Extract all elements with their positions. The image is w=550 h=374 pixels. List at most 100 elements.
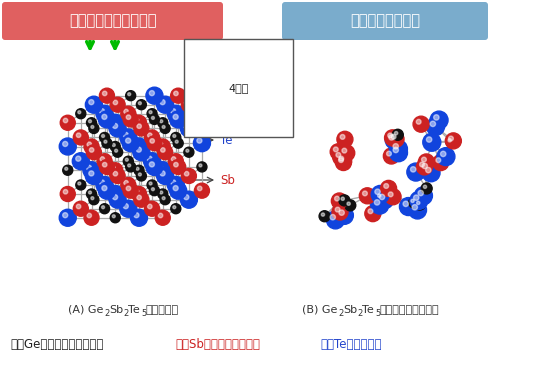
Circle shape	[89, 99, 94, 105]
Circle shape	[150, 186, 160, 196]
Circle shape	[130, 209, 147, 226]
Circle shape	[379, 194, 384, 200]
Text: 2: 2	[104, 309, 109, 318]
Circle shape	[135, 118, 139, 123]
Circle shape	[419, 160, 437, 178]
Circle shape	[330, 214, 336, 220]
Circle shape	[104, 140, 107, 143]
Text: 記録相の原子配列: 記録相の原子配列	[350, 13, 420, 28]
Circle shape	[160, 123, 170, 134]
Circle shape	[410, 167, 416, 172]
Circle shape	[336, 153, 341, 157]
Circle shape	[321, 213, 324, 216]
Text: 黒：Ge（ゲルマニウム）、: 黒：Ge（ゲルマニウム）、	[10, 338, 103, 352]
Circle shape	[167, 105, 184, 122]
Circle shape	[145, 201, 160, 216]
Circle shape	[151, 188, 155, 191]
Circle shape	[339, 145, 355, 161]
Circle shape	[339, 210, 344, 215]
Circle shape	[199, 93, 202, 96]
Circle shape	[158, 142, 163, 147]
Circle shape	[96, 105, 113, 122]
Circle shape	[437, 148, 455, 166]
Circle shape	[102, 186, 107, 191]
Circle shape	[385, 189, 401, 205]
Circle shape	[60, 187, 75, 202]
Circle shape	[147, 136, 162, 151]
Circle shape	[430, 111, 448, 129]
Circle shape	[394, 132, 398, 135]
Circle shape	[160, 120, 163, 123]
Circle shape	[100, 88, 114, 103]
Circle shape	[125, 158, 128, 161]
Text: 2: 2	[123, 309, 128, 318]
Circle shape	[197, 138, 202, 143]
Circle shape	[162, 125, 165, 128]
Circle shape	[416, 119, 421, 124]
Circle shape	[160, 99, 165, 105]
Circle shape	[76, 204, 81, 209]
Circle shape	[136, 167, 139, 170]
Circle shape	[446, 137, 457, 147]
Circle shape	[123, 132, 128, 138]
Circle shape	[89, 171, 94, 176]
Circle shape	[137, 195, 141, 200]
Circle shape	[89, 123, 99, 134]
Circle shape	[78, 182, 81, 185]
Circle shape	[389, 140, 408, 158]
Circle shape	[120, 200, 137, 217]
Circle shape	[150, 91, 155, 96]
Circle shape	[365, 206, 381, 222]
Circle shape	[76, 109, 86, 119]
Text: のアモルファス構造: のアモルファス構造	[380, 305, 439, 315]
Circle shape	[327, 211, 344, 229]
Circle shape	[433, 154, 449, 171]
Circle shape	[147, 109, 157, 119]
Circle shape	[158, 213, 163, 218]
Circle shape	[371, 186, 389, 203]
Circle shape	[158, 145, 173, 160]
Text: Sb: Sb	[343, 305, 357, 315]
Circle shape	[151, 116, 155, 119]
Circle shape	[100, 108, 104, 114]
Circle shape	[102, 91, 107, 96]
Circle shape	[109, 120, 126, 137]
Circle shape	[383, 148, 399, 164]
Circle shape	[134, 165, 144, 175]
Circle shape	[135, 190, 139, 194]
Circle shape	[388, 192, 393, 197]
Circle shape	[160, 171, 165, 176]
Circle shape	[150, 162, 155, 167]
Circle shape	[100, 157, 104, 161]
Text: (A) Ge: (A) Ge	[68, 305, 103, 315]
Circle shape	[337, 131, 353, 147]
Text: Te: Te	[128, 305, 140, 315]
Circle shape	[336, 153, 351, 169]
Circle shape	[184, 147, 194, 157]
Circle shape	[160, 191, 163, 194]
Circle shape	[125, 138, 131, 143]
Circle shape	[197, 115, 202, 119]
Circle shape	[60, 115, 75, 130]
Circle shape	[110, 189, 115, 194]
Circle shape	[102, 206, 104, 209]
Circle shape	[385, 131, 403, 149]
Circle shape	[168, 154, 183, 169]
Circle shape	[393, 147, 398, 153]
Circle shape	[86, 145, 101, 160]
Circle shape	[72, 153, 89, 170]
Circle shape	[391, 134, 396, 139]
Circle shape	[410, 191, 428, 209]
Circle shape	[173, 186, 178, 191]
Text: Ge: Ge	[220, 58, 236, 71]
Circle shape	[345, 200, 356, 211]
Circle shape	[160, 195, 170, 205]
Circle shape	[121, 106, 136, 121]
Circle shape	[336, 154, 351, 171]
Text: 5: 5	[141, 309, 146, 318]
Circle shape	[158, 118, 168, 128]
Circle shape	[424, 185, 427, 188]
Circle shape	[102, 135, 104, 138]
Circle shape	[333, 147, 338, 152]
Circle shape	[149, 111, 152, 114]
